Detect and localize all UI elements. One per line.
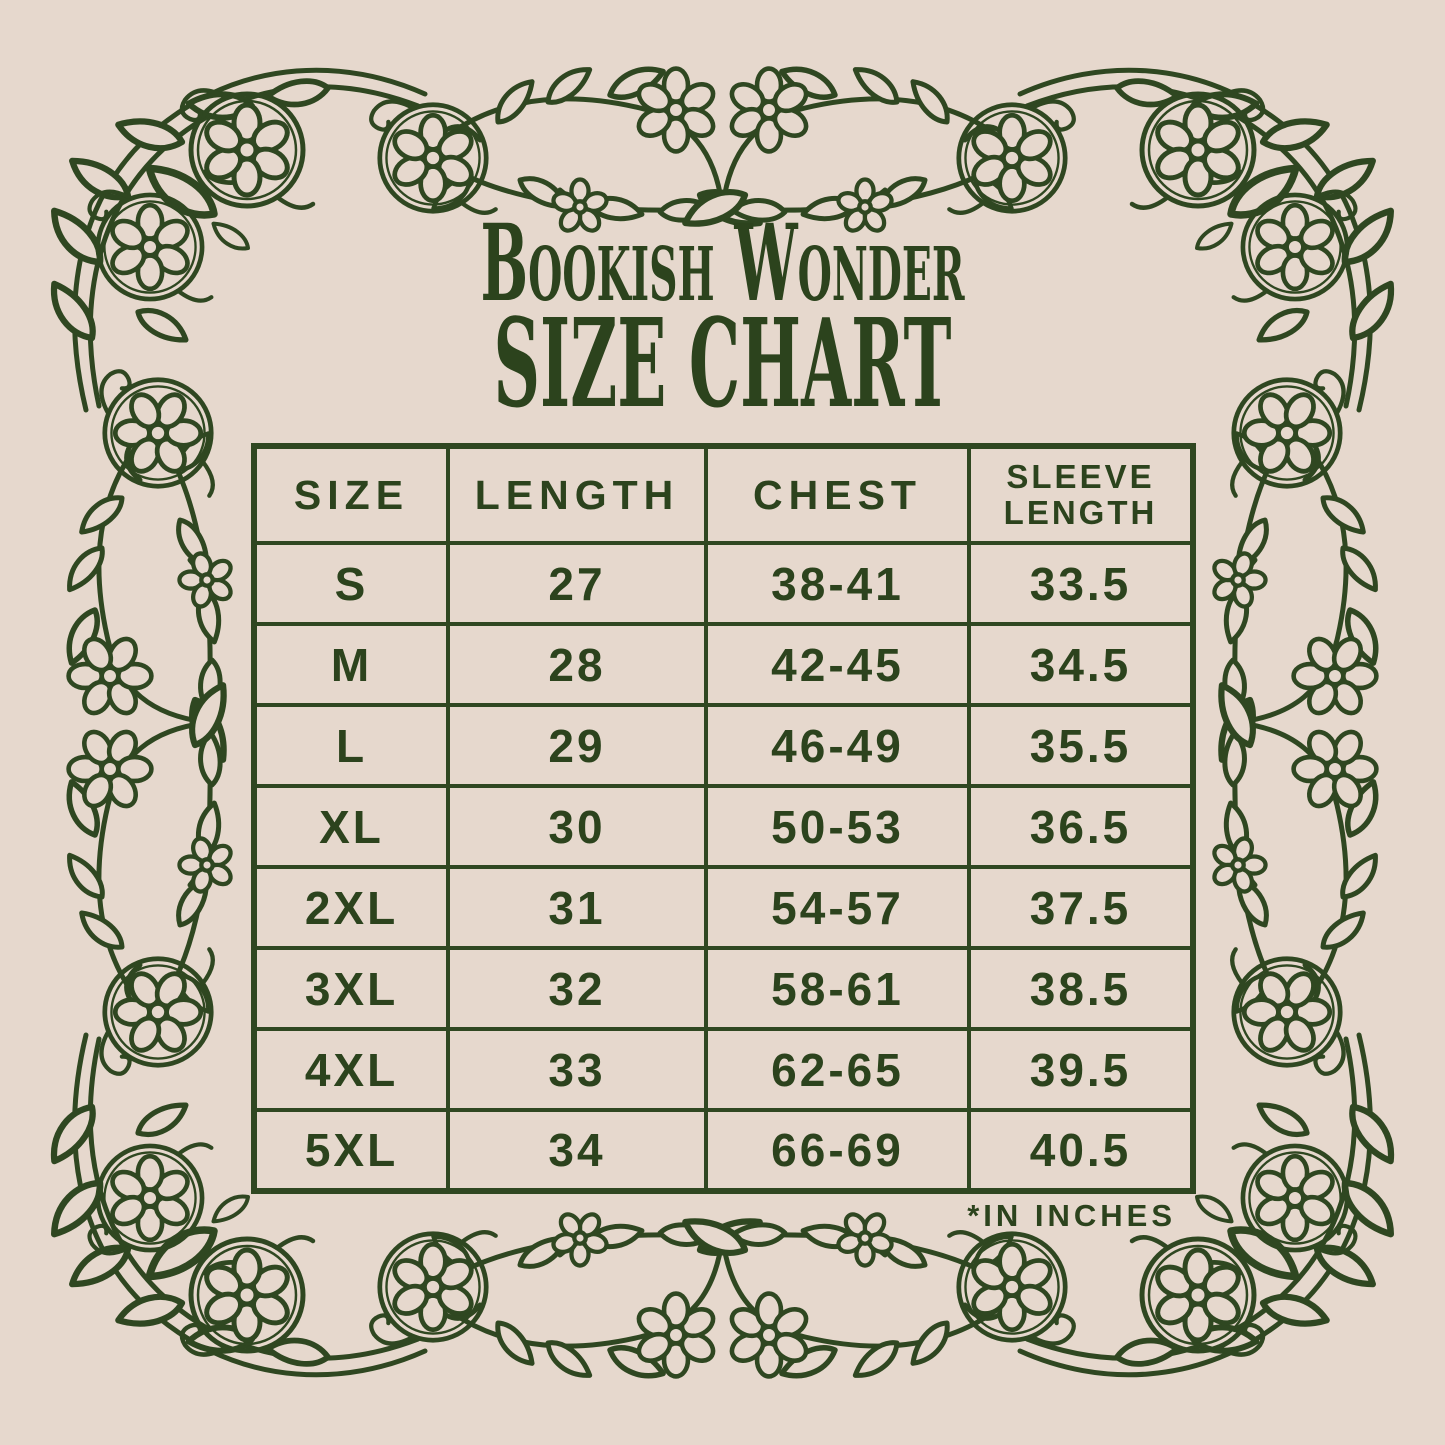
cell-chest: 62-65 — [704, 1027, 971, 1112]
cell-length: 33 — [446, 1027, 708, 1112]
cell-length: 32 — [446, 946, 708, 1031]
cell-chest: 50-53 — [704, 784, 971, 869]
table-row: 3XL 32 58-61 38.5 — [252, 946, 1195, 1031]
cell-size: 4XL — [252, 1027, 450, 1112]
table-row: M 28 42-45 34.5 — [252, 622, 1195, 707]
col-header-chest: CHEST — [704, 444, 971, 545]
header: Bookish Wonder SIZE CHART — [481, 200, 965, 424]
table-row: S 27 38-41 33.5 — [252, 541, 1195, 626]
cell-length: 34 — [446, 1108, 708, 1193]
cell-chest: 46-49 — [704, 703, 971, 788]
cell-sleeve: 34.5 — [967, 622, 1195, 707]
cell-length: 28 — [446, 622, 708, 707]
cell-length: 30 — [446, 784, 708, 869]
cell-size: L — [252, 703, 450, 788]
cell-sleeve: 39.5 — [967, 1027, 1195, 1112]
cell-size: 5XL — [252, 1108, 450, 1193]
col-header-size: SIZE — [252, 444, 450, 545]
col-header-length: LENGTH — [446, 444, 708, 545]
cell-chest: 66-69 — [704, 1108, 971, 1193]
cell-size: S — [252, 541, 450, 626]
cell-length: 31 — [446, 865, 708, 950]
cell-size: XL — [252, 784, 450, 869]
col-header-sleeve-length: SLEEVE LENGTH — [967, 444, 1195, 545]
cell-chest: 54-57 — [704, 865, 971, 950]
cell-size: M — [252, 622, 450, 707]
cell-size: 2XL — [252, 865, 450, 950]
table-row: 5XL 34 66-69 40.5 — [252, 1108, 1195, 1193]
units-note: *IN INCHES — [967, 1198, 1176, 1233]
size-table: SIZE LENGTH CHEST SLEEVE LENGTH S 27 38-… — [251, 443, 1196, 1194]
cell-sleeve: 35.5 — [967, 703, 1195, 788]
cell-sleeve: 37.5 — [967, 865, 1195, 950]
brand-title: Bookish Wonder — [481, 200, 965, 325]
cell-sleeve: 33.5 — [967, 541, 1195, 626]
table-row: XL 30 50-53 36.5 — [252, 784, 1195, 869]
cell-sleeve: 38.5 — [967, 946, 1195, 1031]
cell-size: 3XL — [252, 946, 450, 1031]
cell-chest: 42-45 — [704, 622, 971, 707]
cell-sleeve: 36.5 — [967, 784, 1195, 869]
table-row: L 29 46-49 35.5 — [252, 703, 1195, 788]
cell-chest: 58-61 — [704, 946, 971, 1031]
table-row: 2XL 31 54-57 37.5 — [252, 865, 1195, 950]
cell-length: 29 — [446, 703, 708, 788]
table-row: 4XL 33 62-65 39.5 — [252, 1027, 1195, 1112]
cell-sleeve: 40.5 — [967, 1108, 1195, 1193]
table-header-row: SIZE LENGTH CHEST SLEEVE LENGTH — [252, 444, 1195, 545]
cell-length: 27 — [446, 541, 708, 626]
page-title: SIZE CHART — [494, 291, 952, 424]
cell-chest: 38-41 — [704, 541, 971, 626]
